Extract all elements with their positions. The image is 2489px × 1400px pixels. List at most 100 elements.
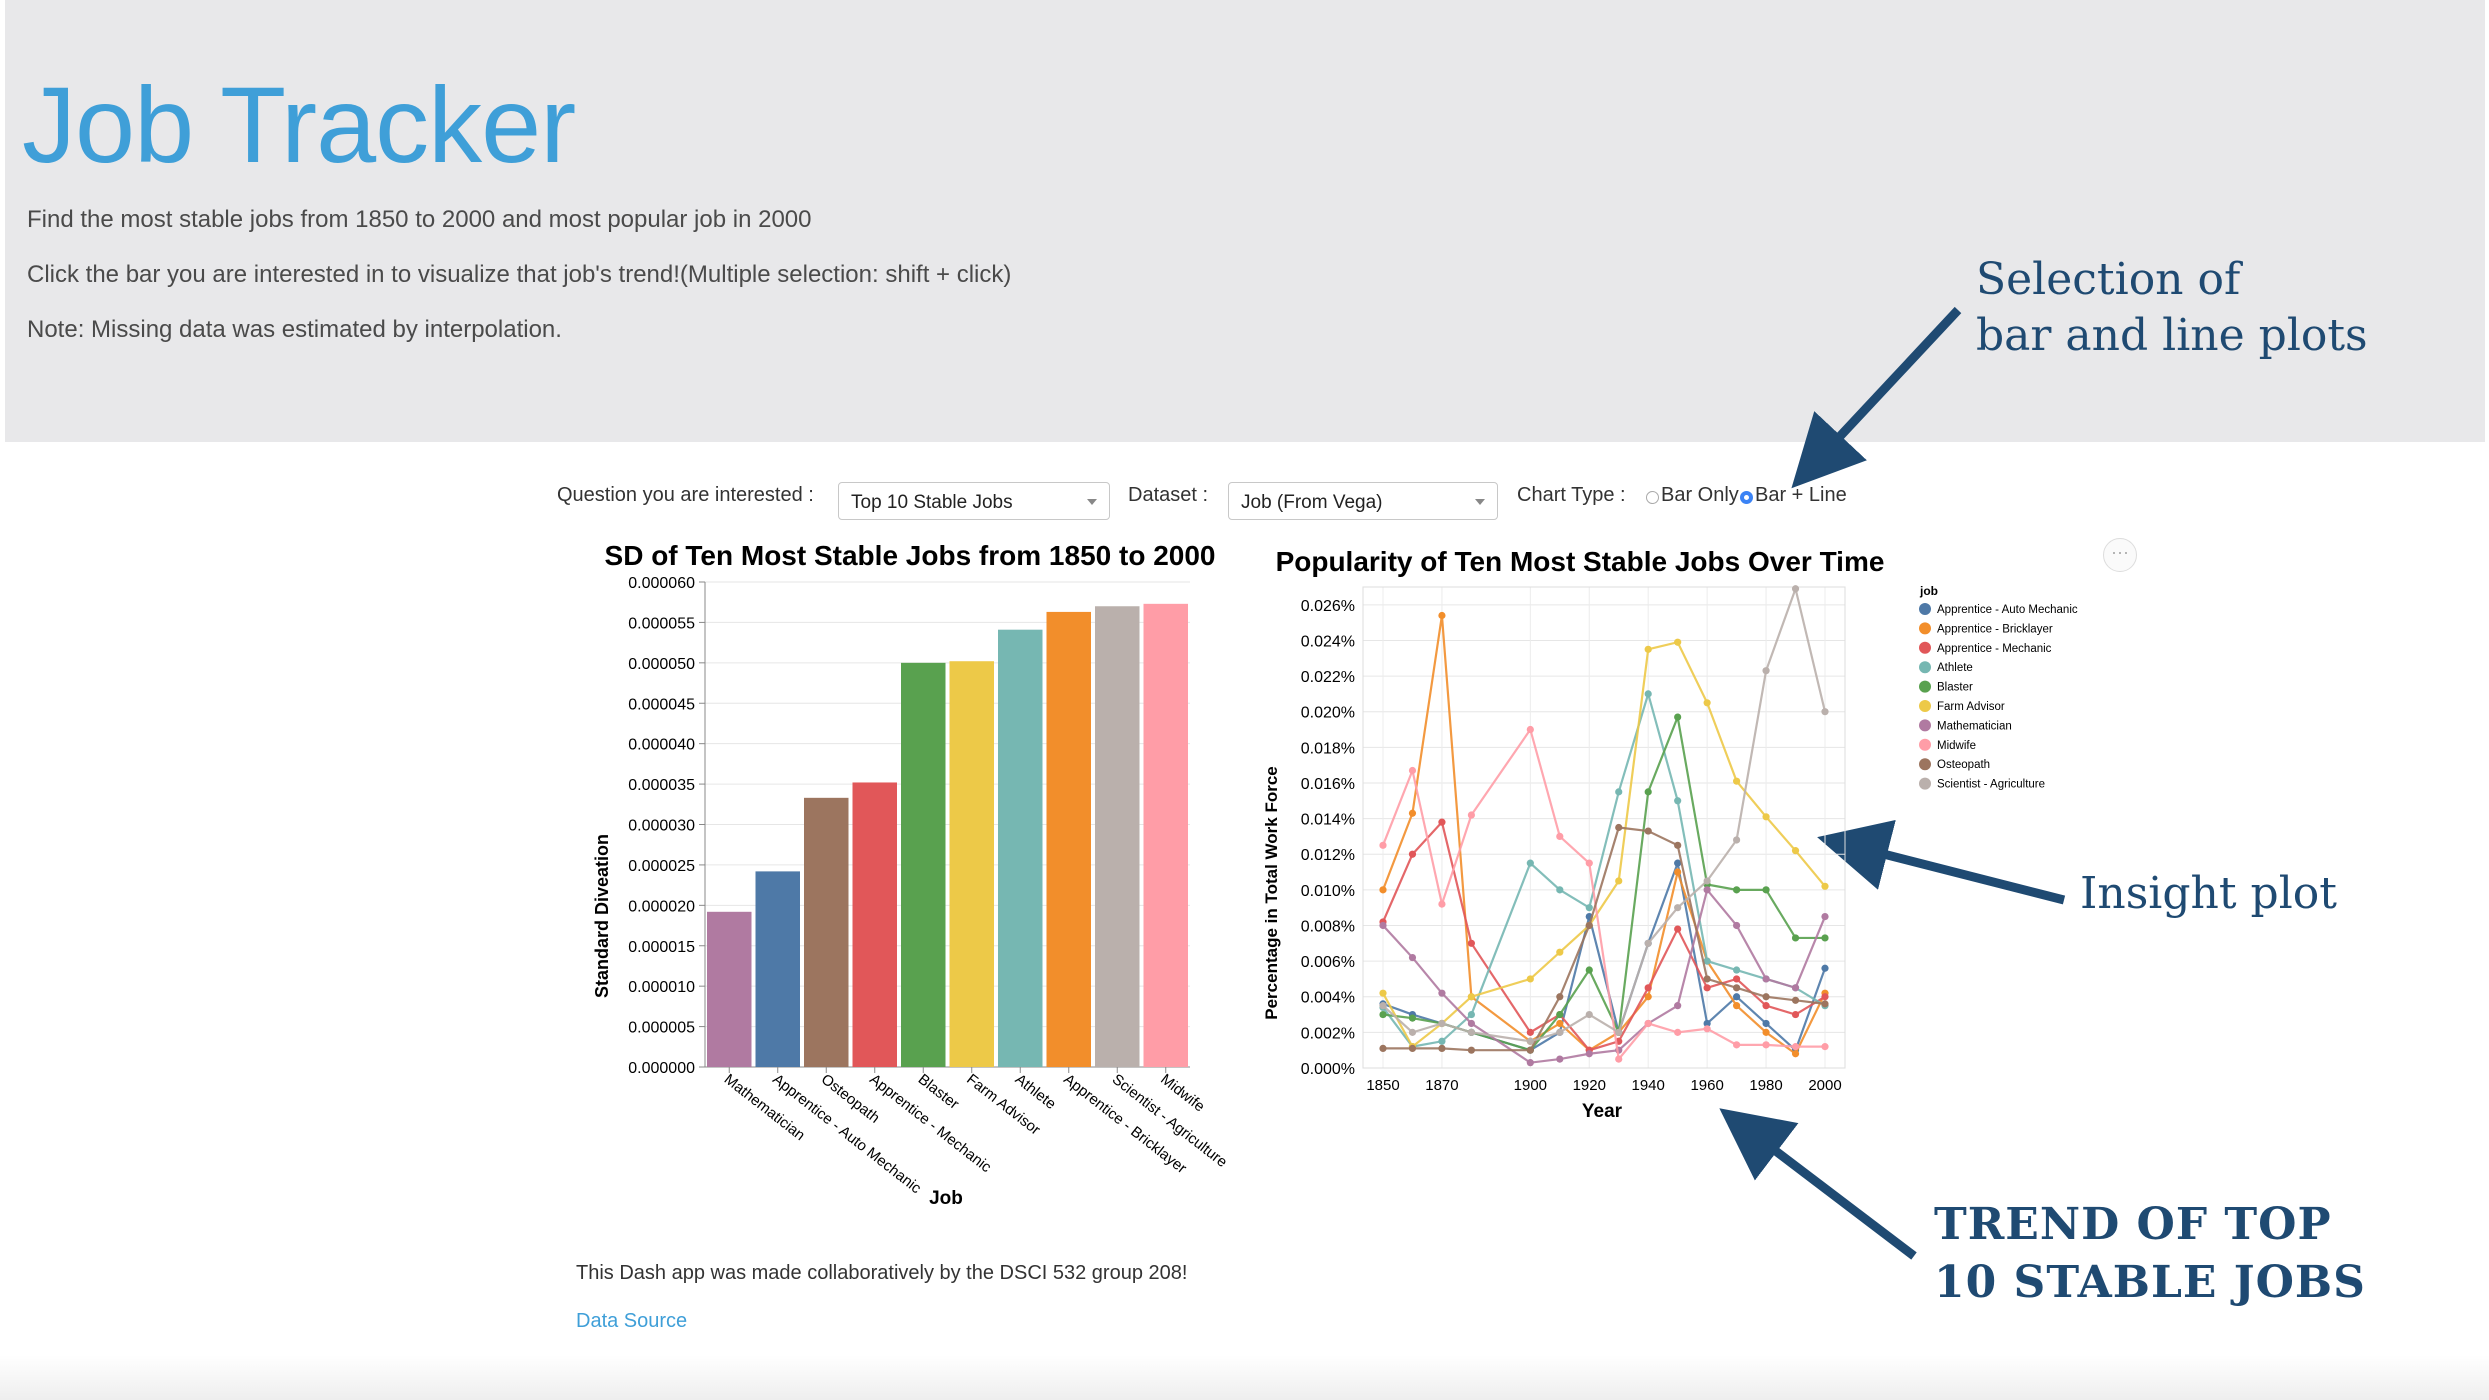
point-blaster[interactable]	[1674, 713, 1682, 721]
point-blaster[interactable]	[1379, 1010, 1387, 1019]
point-osteopath[interactable]	[1615, 823, 1623, 832]
point-apprentice-bricklayer[interactable]	[1733, 1002, 1741, 1010]
point-apprentice-bricklayer[interactable]	[1438, 611, 1446, 620]
point-farm-advisor[interactable]	[1644, 645, 1652, 653]
point-midwife[interactable]	[1733, 1041, 1741, 1049]
point-osteopath[interactable]	[1674, 841, 1682, 849]
point-blaster[interactable]	[1791, 934, 1800, 942]
point-apprentice-mechanic[interactable]	[1791, 1010, 1800, 1019]
point-athlete[interactable]	[1733, 966, 1741, 974]
point-apprentice-bricklayer[interactable]	[1556, 1019, 1564, 1028]
point-apprentice-mechanic[interactable]	[1526, 1028, 1534, 1036]
bar-athlete[interactable]	[998, 629, 1043, 1067]
point-athlete[interactable]	[1644, 690, 1652, 698]
point-farm-advisor[interactable]	[1526, 975, 1534, 983]
point-scientist-agriculture[interactable]	[1408, 1028, 1417, 1036]
point-apprentice-mechanic[interactable]	[1762, 1002, 1770, 1010]
point-scientist-agriculture[interactable]	[1703, 877, 1711, 885]
point-mathematician[interactable]	[1467, 1019, 1475, 1028]
point-blaster[interactable]	[1821, 934, 1829, 942]
point-midwife[interactable]	[1791, 1043, 1800, 1051]
point-athlete[interactable]	[1467, 1010, 1475, 1019]
bar-blaster[interactable]	[901, 662, 946, 1067]
point-athlete[interactable]	[1585, 904, 1593, 912]
series-line-midwife[interactable]	[1381, 726, 1825, 1062]
point-apprentice-mechanic[interactable]	[1644, 984, 1652, 992]
dataset-dropdown[interactable]: Job (From Vega)	[1228, 482, 1498, 520]
point-apprentice-bricklayer[interactable]	[1408, 809, 1417, 817]
point-scientist-agriculture[interactable]	[1644, 939, 1652, 947]
point-osteopath[interactable]	[1703, 975, 1711, 983]
point-apprentice-auto-mechanic[interactable]	[1821, 964, 1829, 972]
point-farm-advisor[interactable]	[1615, 877, 1623, 885]
point-apprentice-bricklayer[interactable]	[1762, 1028, 1770, 1036]
point-apprentice-bricklayer[interactable]	[1644, 993, 1652, 1001]
point-mathematician[interactable]	[1408, 953, 1417, 962]
bar-midwife[interactable]	[1143, 603, 1189, 1067]
point-mathematician[interactable]	[1762, 975, 1770, 983]
point-scientist-agriculture[interactable]	[1379, 1002, 1387, 1010]
bar-osteopath[interactable]	[804, 797, 849, 1067]
point-athlete[interactable]	[1526, 859, 1534, 867]
point-apprentice-auto-mechanic[interactable]	[1703, 1019, 1711, 1028]
point-midwife[interactable]	[1674, 1028, 1682, 1036]
point-scientist-agriculture[interactable]	[1762, 667, 1770, 675]
point-osteopath[interactable]	[1585, 921, 1593, 930]
point-apprentice-bricklayer[interactable]	[1791, 1050, 1800, 1058]
point-farm-advisor[interactable]	[1703, 699, 1711, 707]
point-athlete[interactable]	[1674, 797, 1682, 805]
point-athlete[interactable]	[1556, 886, 1564, 894]
bar-apprentice-mechanic[interactable]	[852, 782, 898, 1067]
point-mathematician[interactable]	[1556, 1055, 1564, 1063]
point-mathematician[interactable]	[1438, 989, 1446, 997]
point-blaster[interactable]	[1644, 788, 1652, 796]
point-farm-advisor[interactable]	[1791, 847, 1800, 855]
point-osteopath[interactable]	[1791, 996, 1800, 1004]
point-apprentice-auto-mechanic[interactable]	[1733, 993, 1741, 1001]
bar-apprentice-bricklayer[interactable]	[1046, 611, 1092, 1067]
point-apprentice-bricklayer[interactable]	[1674, 868, 1682, 876]
point-midwife[interactable]	[1526, 725, 1534, 734]
point-scientist-agriculture[interactable]	[1791, 585, 1800, 593]
point-apprentice-mechanic[interactable]	[1674, 925, 1682, 933]
bar-mathematician[interactable]	[707, 911, 752, 1067]
bar-apprentice-auto-mechanic[interactable]	[755, 871, 801, 1067]
point-scientist-agriculture[interactable]	[1467, 1028, 1475, 1036]
bar-farm-advisor[interactable]	[949, 661, 995, 1067]
point-midwife[interactable]	[1821, 1043, 1829, 1051]
point-mathematician[interactable]	[1703, 886, 1711, 894]
point-apprentice-mechanic[interactable]	[1733, 975, 1741, 983]
point-scientist-agriculture[interactable]	[1585, 1010, 1593, 1019]
radio-bar-only[interactable]	[1646, 491, 1659, 504]
point-mathematician[interactable]	[1526, 1059, 1534, 1067]
point-scientist-agriculture[interactable]	[1556, 1028, 1564, 1036]
point-midwife[interactable]	[1467, 811, 1475, 819]
point-blaster[interactable]	[1408, 1014, 1417, 1022]
point-midwife[interactable]	[1379, 841, 1387, 849]
point-midwife[interactable]	[1644, 1019, 1652, 1028]
series-line-apprentice-bricklayer[interactable]	[1381, 615, 1826, 1056]
point-apprentice-mechanic[interactable]	[1467, 939, 1475, 947]
chart-actions-more-icon[interactable]: ···	[2103, 538, 2137, 572]
point-blaster[interactable]	[1762, 886, 1770, 894]
radio-bar-line-label[interactable]: Bar + Line	[1755, 484, 1847, 506]
point-mathematician[interactable]	[1733, 921, 1741, 930]
point-scientist-agriculture[interactable]	[1821, 708, 1829, 716]
point-apprentice-mechanic[interactable]	[1408, 850, 1417, 858]
point-scientist-agriculture[interactable]	[1674, 904, 1682, 912]
point-scientist-agriculture[interactable]	[1438, 1019, 1446, 1028]
point-osteopath[interactable]	[1467, 1046, 1475, 1054]
point-scientist-agriculture[interactable]	[1733, 836, 1741, 844]
point-osteopath[interactable]	[1733, 984, 1741, 992]
point-scientist-agriculture[interactable]	[1615, 1028, 1623, 1036]
point-osteopath[interactable]	[1408, 1044, 1417, 1053]
point-blaster[interactable]	[1556, 1010, 1564, 1019]
point-mathematician[interactable]	[1791, 984, 1800, 992]
question-dropdown[interactable]: Top 10 Stable Jobs	[838, 482, 1110, 520]
point-mathematician[interactable]	[1821, 912, 1829, 921]
point-midwife[interactable]	[1408, 766, 1417, 775]
point-blaster[interactable]	[1585, 966, 1593, 974]
point-osteopath[interactable]	[1821, 1000, 1829, 1008]
point-apprentice-mechanic[interactable]	[1438, 818, 1446, 826]
point-mathematician[interactable]	[1379, 921, 1387, 930]
